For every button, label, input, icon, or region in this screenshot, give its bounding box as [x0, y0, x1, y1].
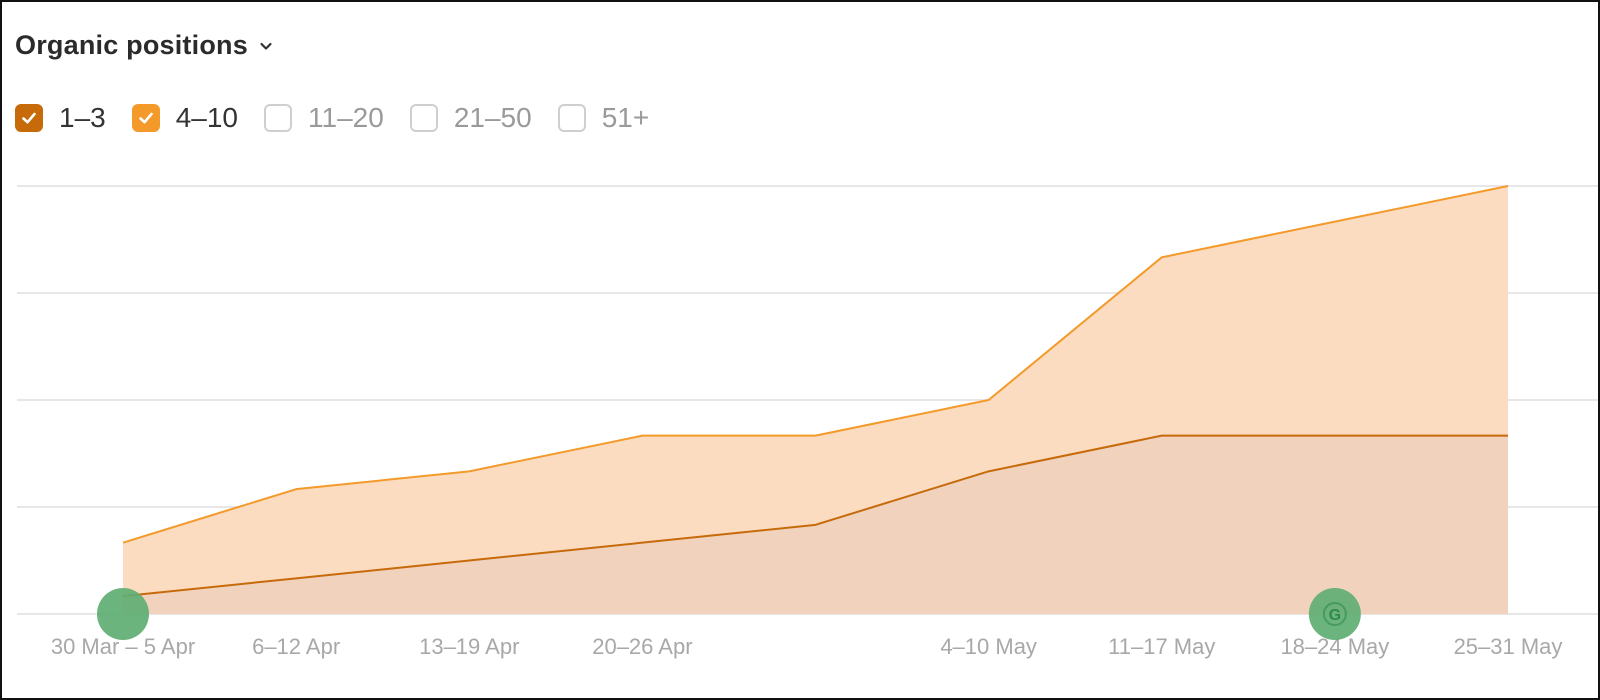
x-tick-label: 6–12 Apr	[252, 634, 340, 659]
x-tick-label: 25–31 May	[1454, 634, 1563, 659]
area-series-410	[123, 186, 1508, 597]
event-marker-label: G	[1329, 607, 1341, 624]
legend-label: 11–20	[308, 102, 384, 133]
legend-label: 21–50	[453, 102, 532, 133]
legend-checkbox[interactable]	[15, 104, 43, 132]
x-tick-label: 13–19 Apr	[419, 634, 519, 659]
legend-item-4-10[interactable]: 4–10	[131, 102, 239, 134]
legend-checkbox[interactable]	[557, 104, 586, 132]
line-series-13	[122, 434, 1508, 598]
legend-checkbox[interactable]	[409, 104, 438, 132]
legend-item-11-20[interactable]: 11–20	[264, 102, 384, 134]
line-series-410	[122, 185, 1509, 544]
legend-label: 1–3	[59, 102, 106, 133]
google-icon	[1322, 602, 1347, 626]
legend-label: 4–10	[175, 102, 239, 133]
check-icon	[138, 112, 153, 124]
legend: 1–3 4–10 11–20 21–50 51+	[15, 102, 675, 134]
event-marker	[97, 588, 149, 640]
x-tick-label: 11–17 May	[1108, 634, 1215, 659]
legend-item-21-50[interactable]: 21–50	[409, 102, 532, 134]
title-dropdown[interactable]: Organic positions	[15, 30, 274, 61]
legend-checkbox[interactable]	[131, 104, 160, 132]
legend-item-1-3[interactable]: 1–3	[15, 102, 106, 134]
legend-item-51+[interactable]: 51+	[557, 102, 650, 134]
legend-label: 51+	[601, 102, 650, 133]
legend-checkbox[interactable]	[264, 104, 293, 132]
check-icon	[22, 112, 36, 124]
event-marker	[1308, 588, 1361, 640]
page-title: Organic positions	[15, 30, 248, 60]
chevron-down-icon	[258, 38, 274, 54]
x-tick-label: 4–10 May	[940, 634, 1037, 659]
x-tick-label: 20–26 Apr	[592, 634, 692, 659]
